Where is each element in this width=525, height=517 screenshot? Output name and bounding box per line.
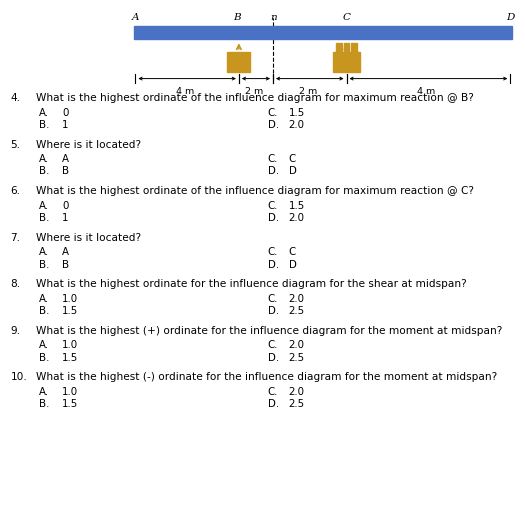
Text: C: C — [342, 13, 351, 22]
Text: 1.5: 1.5 — [62, 353, 78, 362]
Text: C: C — [289, 247, 296, 257]
Text: 1.5: 1.5 — [62, 399, 78, 409]
Bar — [333, 52, 360, 72]
Text: A: A — [62, 247, 69, 257]
Text: 4 m: 4 m — [417, 87, 435, 96]
Text: A.: A. — [39, 154, 49, 164]
Text: 1.0: 1.0 — [62, 387, 78, 397]
Text: A.: A. — [39, 201, 49, 210]
Text: 2.0: 2.0 — [289, 294, 304, 303]
Text: B.: B. — [39, 166, 50, 176]
Text: 1.5: 1.5 — [289, 201, 305, 210]
Text: C.: C. — [268, 340, 278, 350]
Text: Where is it located?: Where is it located? — [36, 233, 141, 242]
Text: 2.0: 2.0 — [289, 387, 304, 397]
Text: D.: D. — [268, 353, 279, 362]
Text: 2.0: 2.0 — [289, 213, 304, 223]
Bar — [227, 52, 250, 72]
Text: B.: B. — [39, 353, 50, 362]
Text: 10.: 10. — [10, 372, 27, 382]
Text: C: C — [289, 154, 296, 164]
Text: A: A — [132, 13, 139, 22]
Text: What is the highest ordinate for the influence diagram for the shear at midspan?: What is the highest ordinate for the inf… — [36, 279, 466, 289]
Text: 2.5: 2.5 — [289, 353, 305, 362]
Text: C.: C. — [268, 108, 278, 117]
Text: C.: C. — [268, 387, 278, 397]
Text: B: B — [234, 13, 241, 22]
Text: A: A — [62, 154, 69, 164]
Text: B.: B. — [39, 306, 50, 316]
Text: A.: A. — [39, 340, 49, 350]
Text: 4 m: 4 m — [176, 87, 194, 96]
Text: D.: D. — [268, 399, 279, 409]
Text: What is the highest ordinate of the influence diagram for maximum reaction @ C?: What is the highest ordinate of the infl… — [36, 186, 474, 196]
Text: A.: A. — [39, 108, 49, 117]
Text: 1: 1 — [62, 120, 68, 130]
Text: 2.5: 2.5 — [289, 306, 305, 316]
Text: D.: D. — [268, 120, 279, 130]
Text: 2.0: 2.0 — [289, 340, 304, 350]
Text: D.: D. — [268, 166, 279, 176]
Text: B: B — [62, 260, 69, 269]
Text: C.: C. — [268, 201, 278, 210]
Text: D.: D. — [268, 213, 279, 223]
Text: 8.: 8. — [10, 279, 20, 289]
Text: A.: A. — [39, 294, 49, 303]
Text: A.: A. — [39, 247, 49, 257]
Text: 0: 0 — [62, 108, 68, 117]
Text: C.: C. — [268, 294, 278, 303]
Text: n: n — [270, 13, 277, 22]
Text: What is the highest ordinate of the influence diagram for maximum reaction @ B?: What is the highest ordinate of the infl… — [36, 93, 474, 103]
Text: B: B — [62, 166, 69, 176]
Text: D: D — [289, 260, 297, 269]
Text: 1.5: 1.5 — [289, 108, 305, 117]
Text: 9.: 9. — [10, 326, 20, 336]
Text: 7.: 7. — [10, 233, 20, 242]
Bar — [351, 43, 356, 52]
Text: 5.: 5. — [10, 140, 20, 149]
Text: 1.0: 1.0 — [62, 340, 78, 350]
Bar — [343, 43, 350, 52]
Text: 1: 1 — [62, 213, 68, 223]
Text: D.: D. — [268, 306, 279, 316]
Text: D: D — [506, 13, 514, 22]
Text: D.: D. — [268, 260, 279, 269]
Text: What is the highest (-) ordinate for the influence diagram for the moment at mid: What is the highest (-) ordinate for the… — [36, 372, 497, 382]
Bar — [134, 26, 512, 39]
Bar — [336, 43, 342, 52]
Text: 2 m: 2 m — [245, 87, 263, 96]
Text: 1.5: 1.5 — [62, 306, 78, 316]
Text: B.: B. — [39, 399, 50, 409]
Text: A.: A. — [39, 387, 49, 397]
Text: 6.: 6. — [10, 186, 20, 196]
Text: 0: 0 — [62, 201, 68, 210]
Text: B.: B. — [39, 213, 50, 223]
Text: D: D — [289, 166, 297, 176]
Text: Where is it located?: Where is it located? — [36, 140, 141, 149]
Text: 1.0: 1.0 — [62, 294, 78, 303]
Text: 2 m: 2 m — [299, 87, 317, 96]
Text: C.: C. — [268, 247, 278, 257]
Text: 4.: 4. — [10, 93, 20, 103]
Text: B.: B. — [39, 260, 50, 269]
Text: B.: B. — [39, 120, 50, 130]
Text: C.: C. — [268, 154, 278, 164]
Text: 2.5: 2.5 — [289, 399, 305, 409]
Text: What is the highest (+) ordinate for the influence diagram for the moment at mid: What is the highest (+) ordinate for the… — [36, 326, 502, 336]
Text: 2.0: 2.0 — [289, 120, 304, 130]
